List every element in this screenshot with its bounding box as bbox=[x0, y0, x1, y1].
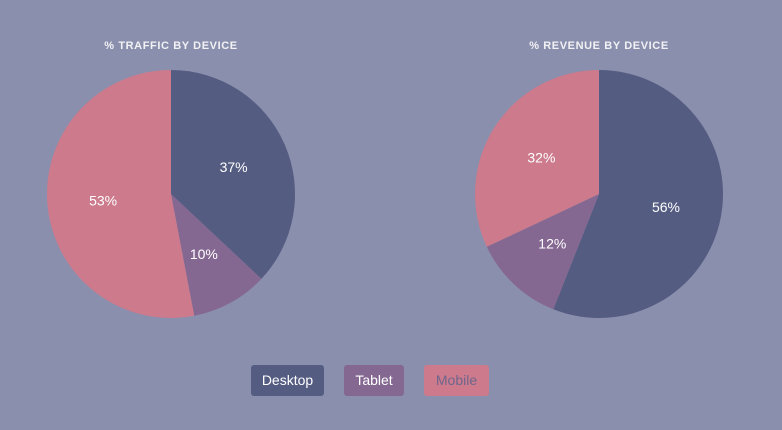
traffic-chart-title: % TRAFFIC BY DEVICE bbox=[104, 40, 238, 52]
traffic-slice-tablet[interactable] bbox=[171, 194, 262, 316]
revenue-pie: 56% 12% 32% bbox=[474, 70, 723, 318]
revenue-label-mobile: 32% bbox=[527, 149, 555, 165]
legend-desktop-button[interactable]: Desktop bbox=[251, 365, 324, 396]
legend: Desktop Tablet Mobile bbox=[0, 365, 782, 396]
revenue-slice-mobile[interactable] bbox=[474, 70, 599, 247]
traffic-slice-mobile[interactable] bbox=[46, 69, 195, 318]
legend-tablet-button[interactable]: Tablet bbox=[344, 365, 404, 396]
revenue-slice-tablet[interactable] bbox=[486, 194, 599, 310]
pie-charts: 37% 10% 53% 56% 12% 32% bbox=[46, 69, 723, 318]
traffic-label-desktop: 37% bbox=[220, 159, 248, 175]
revenue-slice-desktop[interactable] bbox=[553, 70, 723, 318]
revenue-chart-title: % REVENUE BY DEVICE bbox=[529, 40, 669, 52]
traffic-label-tablet: 10% bbox=[190, 246, 218, 262]
traffic-slice-desktop[interactable] bbox=[171, 70, 296, 279]
traffic-pie: 37% 10% 53% bbox=[46, 69, 296, 318]
revenue-label-desktop: 56% bbox=[652, 199, 680, 215]
legend-mobile-button[interactable]: Mobile bbox=[424, 365, 489, 396]
traffic-label-mobile: 53% bbox=[89, 192, 117, 208]
revenue-label-tablet: 12% bbox=[538, 236, 566, 252]
